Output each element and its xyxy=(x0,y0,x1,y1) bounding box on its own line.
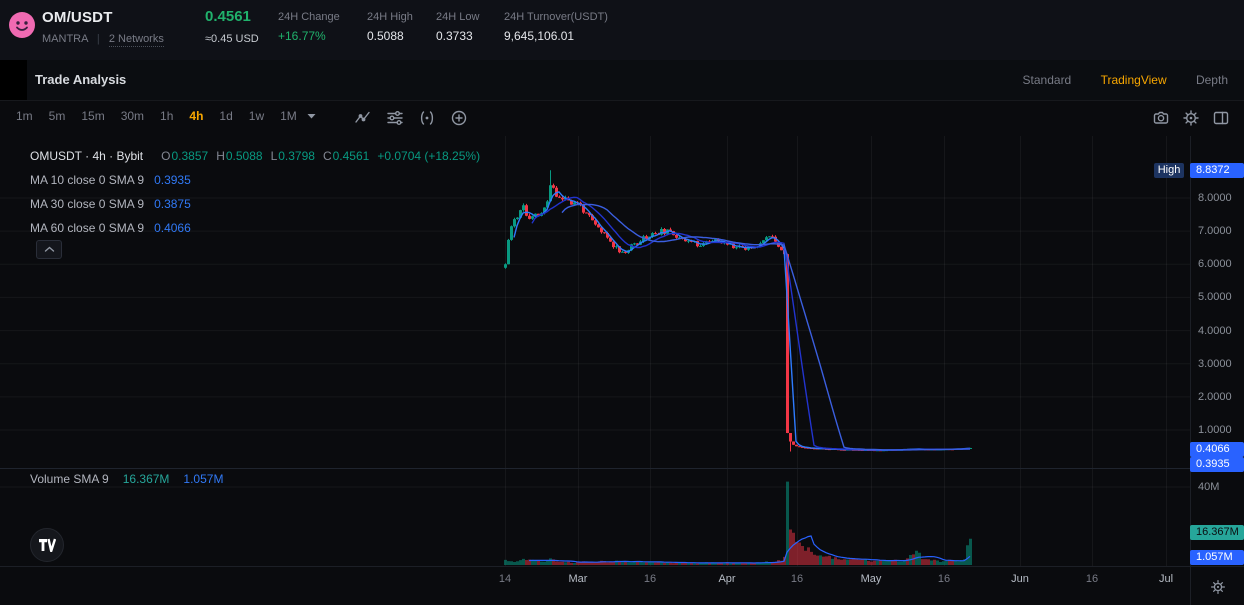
view-tradingview[interactable]: TradingView xyxy=(1100,73,1167,87)
price-axis[interactable]: 1.0000 2.0000 3.0000 4.0000 5.0000 6.0000 7.00… xyxy=(1190,136,1244,566)
time-tick-label: Jul xyxy=(1158,573,1174,585)
time-tick-label: 16 xyxy=(790,573,804,585)
chart-settings-gear-icon[interactable] xyxy=(1180,107,1202,129)
stat-24h-high: 24H High 0.5088 xyxy=(367,11,413,43)
timeframe-30m[interactable]: 30m xyxy=(120,109,145,123)
last-price-usd: ≈0.45 USD xyxy=(205,33,259,45)
last-price: 0.4561 xyxy=(205,8,251,25)
legend-collapse-button[interactable] xyxy=(36,240,62,259)
volume-legend: Volume SMA 9 16.367M 1.057M xyxy=(30,472,224,486)
settings-sliders-icon[interactable] xyxy=(384,107,406,129)
layout-expand-icon[interactable] xyxy=(1210,107,1232,129)
ohlc-key: H xyxy=(216,149,225,163)
ohlc-key: L xyxy=(270,149,278,163)
change-value: +0.0704 (+18.25%) xyxy=(377,149,481,163)
price-tick-label: 6.0000 xyxy=(1198,258,1232,271)
price-tick-label: 8.0000 xyxy=(1198,192,1232,204)
price-tick-label: 2.0000 xyxy=(1198,390,1232,403)
functions-icon[interactable] xyxy=(416,107,438,129)
toolbar-right-icons xyxy=(1150,107,1232,129)
section-title: Trade Analysis xyxy=(35,72,127,87)
timeframe-1w[interactable]: 1w xyxy=(248,109,265,123)
timeframe-list: 1m 5m 15m 30m 1h 4h 1d 1w 1M xyxy=(16,109,330,123)
volume-value: 16.367M xyxy=(122,472,170,486)
ohlc-key: O xyxy=(161,149,171,163)
time-tick-label: Mar xyxy=(568,573,588,585)
view-standard[interactable]: Standard xyxy=(1022,73,1072,87)
chart-toolbar: 1m 5m 15m 30m 1h 4h 1d 1w 1M xyxy=(0,100,1244,136)
screenshot-camera-icon[interactable] xyxy=(1150,107,1172,129)
ma60-row: MA 60 close 0 SMA 9 0.4066 xyxy=(30,221,191,235)
tradingview-logo[interactable] xyxy=(30,528,64,562)
pair-title: OM/USDT xyxy=(42,9,113,26)
networks-link[interactable]: 2 Networks xyxy=(108,33,164,47)
time-tick-label: 16 xyxy=(937,573,951,585)
symbol-row: OMUSDT · 4h · Bybit O0.3857 H0.5088 L0.379… xyxy=(30,144,480,168)
axis-corner xyxy=(1190,566,1244,605)
timeframe-1h[interactable]: 1h xyxy=(160,109,174,123)
candlestick-chart[interactable] xyxy=(0,136,1190,566)
chart-view-switcher: Standard TradingView Depth xyxy=(997,73,1228,87)
symbol-label: OMUSDT · 4h · Bybit xyxy=(30,149,144,163)
ohlc-value: 0.3857 xyxy=(171,149,209,163)
timeframe-1d[interactable]: 1d xyxy=(219,109,233,123)
time-tick-label: Apr xyxy=(718,573,736,585)
ohlc-key: C xyxy=(322,149,332,163)
price-tick-label: 3.0000 xyxy=(1198,357,1232,370)
time-tick-label: May xyxy=(860,573,882,585)
price-tick-label: 7.0000 xyxy=(1198,225,1232,238)
timeframe-1m[interactable]: 1m xyxy=(16,109,33,123)
price-tick-label: 1.0000 xyxy=(1198,424,1232,436)
ohlc-value: 0.5088 xyxy=(225,149,263,163)
left-notch xyxy=(0,60,27,100)
ohlc-value: 0.3798 xyxy=(278,149,315,163)
pair-subtitle: MANTRA | 2 Networks xyxy=(42,33,164,47)
toolbar-left-icons xyxy=(352,107,470,129)
time-tick-label: Jun xyxy=(1011,573,1029,585)
timeframe-dropdown-caret-icon[interactable] xyxy=(307,113,316,119)
time-tick-label: 14 xyxy=(498,573,512,585)
ohlc-value: 0.4561 xyxy=(332,149,370,163)
token-logo-icon xyxy=(9,12,35,38)
stat-24h-low: 24H Low 0.3733 xyxy=(436,11,480,43)
instrument-header: OM/USDT MANTRA | 2 Networks 0.4561 ≈0.45… xyxy=(0,0,1244,61)
price-tick-label: 4.0000 xyxy=(1198,324,1232,337)
indicators-icon[interactable] xyxy=(352,107,374,129)
timeframe-15m[interactable]: 15m xyxy=(81,109,105,123)
ohlc-values: O0.3857 H0.5088 L0.3798 C0.4561 xyxy=(153,149,369,163)
chart-legend: OMUSDT · 4h · Bybit O0.3857 H0.5088 L0.379… xyxy=(30,144,480,240)
price-tick-label: 5.0000 xyxy=(1198,291,1232,304)
time-axis[interactable]: 14 Mar 16 Apr 16 May 16 Jun 16 Jul xyxy=(0,566,1190,593)
compare-add-icon[interactable] xyxy=(448,107,470,129)
axis-settings-gear-icon[interactable] xyxy=(1207,576,1229,598)
time-tick-label: 16 xyxy=(1085,573,1099,585)
volume-sma-value: 1.057M xyxy=(183,472,224,486)
time-tick-label: 16 xyxy=(643,573,657,585)
timeframe-1M[interactable]: 1M xyxy=(280,109,297,123)
stat-24h-change: 24H Change +16.77% xyxy=(278,11,340,43)
section-bar: Trade Analysis Standard TradingView Dept… xyxy=(0,60,1244,101)
timeframe-5m[interactable]: 5m xyxy=(48,109,66,123)
network-name: MANTRA xyxy=(42,33,88,45)
timeframe-4h[interactable]: 4h xyxy=(189,109,204,123)
stat-24h-turnover: 24H Turnover(USDT) 9,645,106.01 xyxy=(504,11,608,43)
view-depth[interactable]: Depth xyxy=(1195,73,1228,87)
ma10-row: MA 10 close 0 SMA 9 0.3935 xyxy=(30,173,191,187)
ma30-row: MA 30 close 0 SMA 9 0.3875 xyxy=(30,197,191,211)
volume-tick-label: 40M xyxy=(1198,481,1220,493)
